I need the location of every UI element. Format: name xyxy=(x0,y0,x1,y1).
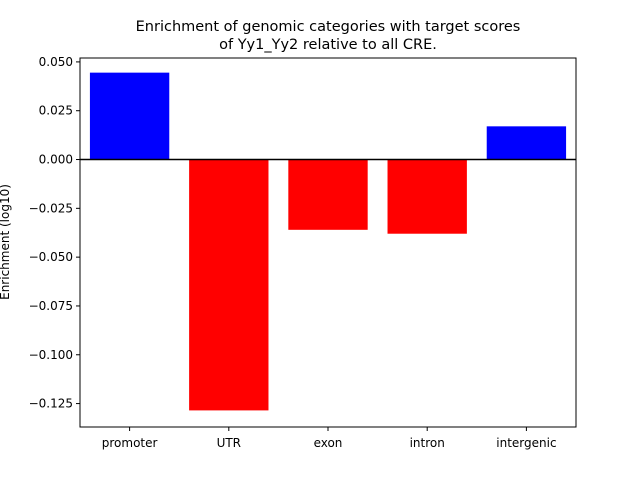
chart-title-line-2: of Yy1_Yy2 relative to all CRE. xyxy=(219,37,437,53)
bar-intergenic xyxy=(486,126,567,160)
y-tick-label: −0.050 xyxy=(29,250,73,264)
y-tick-label: 0.025 xyxy=(39,104,73,118)
y-axis-ticks: 0.050 0.025 0.000 −0.025 −0.050 −0.075 −0.100 −… xyxy=(29,55,80,411)
y-axis-label: Enrichment (log10) xyxy=(0,184,12,300)
bar-promoter xyxy=(89,72,170,160)
x-tick-label-exon: exon xyxy=(314,436,343,450)
x-axis-ticks: promoter UTR exon intron intergenic xyxy=(102,427,557,450)
bar-utr xyxy=(189,159,269,411)
bar-intron xyxy=(387,159,467,234)
x-tick-label-intergenic: intergenic xyxy=(496,436,556,450)
y-tick-label: −0.125 xyxy=(29,397,73,411)
x-tick-label-intron: intron xyxy=(410,436,445,450)
bar-exon xyxy=(288,159,368,230)
plot-frame xyxy=(79,57,577,428)
bars-group xyxy=(89,72,567,411)
y-tick-label: 0.000 xyxy=(39,153,73,167)
y-tick-label: −0.025 xyxy=(29,201,73,215)
y-tick-label: −0.100 xyxy=(29,348,73,362)
x-tick-label-utr: UTR xyxy=(217,436,241,450)
chart-title-line-1: Enrichment of genomic categories with ta… xyxy=(136,19,521,35)
x-tick-label-promoter: promoter xyxy=(102,436,158,450)
y-tick-label: 0.050 xyxy=(39,55,73,69)
y-tick-label: −0.075 xyxy=(29,299,73,313)
